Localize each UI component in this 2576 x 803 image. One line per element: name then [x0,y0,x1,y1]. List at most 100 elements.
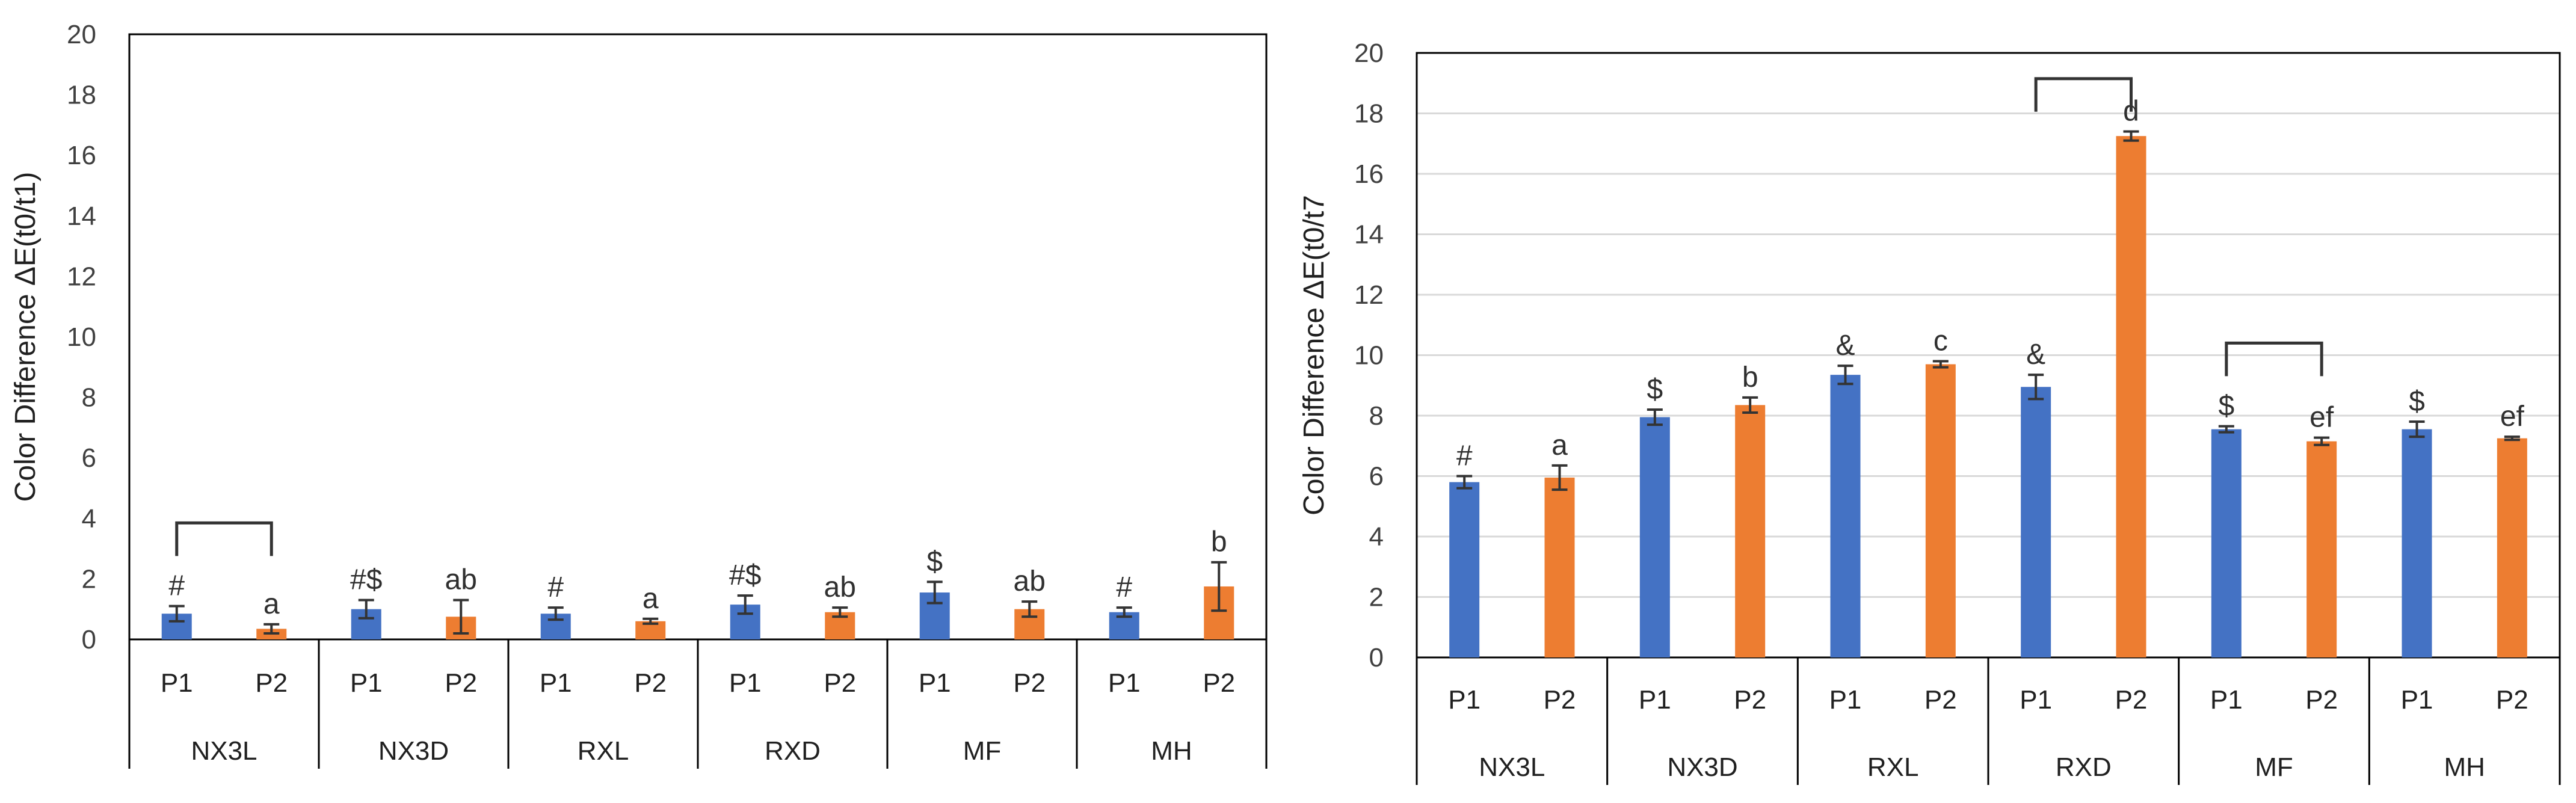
x-tick-label-p2: P2 [1544,685,1576,715]
x-tick-label-p1: P1 [1639,685,1671,715]
x-tick-label-p2: P2 [1924,685,1957,715]
significance-label: # [1456,440,1473,472]
y-tick-label: 16 [1354,159,1384,189]
significance-label: # [547,571,564,603]
comparison-bracket [175,521,273,556]
chart-left: 0 2 4 6 8 10 12 14 16 18 20 Color Difference ΔE(t0/… [10,20,1268,769]
significance-label: a [642,583,659,615]
group-label: RXD [2056,752,2112,782]
bar-p1 [2021,387,2051,657]
y-tick-label: 4 [1369,522,1384,552]
x-tick-label-p1: P1 [2210,685,2243,715]
x-tick-label-p1: P1 [729,668,762,698]
y-tick-label: 14 [1354,220,1384,250]
bar-p1 [2402,429,2432,657]
bar-p2 [2306,441,2337,657]
significance-label: a [1551,429,1568,461]
y-tick-label: 10 [1354,341,1384,371]
bar-p2 [2497,438,2527,657]
y-tick-label: 20 [67,20,96,49]
significance-label: b [1211,526,1227,558]
significance-label: $ [1647,374,1663,405]
x-tick-label-p2: P2 [634,668,667,698]
y-tick-label: 6 [1369,462,1384,491]
x-tick-label-p2: P2 [1013,668,1046,698]
group-label: MF [963,736,1002,766]
bar-p1 [1639,417,1670,657]
group-label: RXL [1867,752,1919,782]
significance-label: ab [1014,565,1046,597]
x-tick-label-p2: P2 [2115,685,2148,715]
x-tick-label-p1: P1 [1829,685,1862,715]
x-tick-label-p1: P1 [1448,685,1481,715]
bar-p2 [1544,478,1575,657]
y-tick-label: 12 [1354,280,1384,310]
group-label: RXL [578,736,629,766]
y-tick-label: 18 [67,81,96,110]
significance-label: #$ [350,564,382,596]
x-tick-label-p1: P1 [540,668,572,698]
group-label: MF [2255,752,2293,782]
x-tick-label-p1: P1 [2401,685,2433,715]
x-tick-label-p1: P1 [2020,685,2052,715]
significance-label: $ [2218,390,2234,422]
x-tick-label-p2: P2 [255,668,288,698]
group-label: NX3L [1479,752,1545,782]
x-tick-label-p2: P2 [1734,685,1766,715]
group-label: MH [1151,736,1192,766]
bar-p1 [1449,482,1480,657]
y-tick-label: 16 [67,141,96,170]
significance-label: ab [824,571,856,603]
y-axis-label: Color Difference ΔE(t0/t7 [1298,195,1330,515]
significance-label: & [2026,339,2045,371]
y-tick-label: 12 [67,262,96,291]
y-tick-label: 2 [82,564,96,594]
bar-p2 [2116,136,2146,657]
y-tick-label: 0 [1369,643,1384,672]
plot-area [128,33,1268,641]
bar-p2 [1925,364,1956,657]
y-tick-label: 10 [67,322,96,352]
y-axis-label: Color Difference ΔE(t0/t1) [10,172,42,502]
x-tick-label-p2: P2 [445,668,477,698]
significance-label: $ [926,546,943,577]
x-tick-label-p2: P2 [824,668,856,698]
x-tick-label-p1: P1 [161,668,193,698]
y-tick-label: 14 [67,202,96,231]
significance-label: b [1742,362,1758,393]
significance-label: ef [2309,402,2334,434]
comparison-bracket [2034,77,2133,112]
significance-label: # [1116,571,1132,603]
y-tick-label: 4 [82,504,96,534]
x-tick-label-p2: P2 [2496,685,2528,715]
x-tick-label-p2: P2 [2305,685,2338,715]
significance-label: & [1835,330,1855,362]
y-tick-label: 0 [82,625,96,654]
x-tick-label-p1: P1 [919,668,951,698]
chart-right: 0 2 4 6 8 10 12 14 16 18 20 Color Difference ΔE(t0/… [1298,38,2561,785]
group-label: NX3D [1667,752,1737,782]
group-label: NX3L [191,736,257,766]
y-tick-label: 8 [1369,401,1384,431]
significance-label: a [263,588,280,620]
bar-p1 [2211,429,2242,657]
group-label: RXD [765,736,821,766]
bar-p1 [1830,375,1861,657]
significance-label: $ [2409,386,2425,417]
significance-label: c [1934,325,1948,357]
y-tick-label: 6 [82,443,96,473]
comparison-bracket [2225,341,2323,377]
y-tick-label: 20 [1354,38,1384,68]
significance-label: ab [445,564,477,596]
y-tick-label: 8 [82,383,96,413]
group-label: NX3D [378,736,449,766]
significance-label: ef [2500,401,2525,432]
bar-p2 [1735,405,1766,657]
group-label: MH [2444,752,2485,782]
y-tick-label: 18 [1354,99,1384,129]
x-tick-label-p1: P1 [350,668,383,698]
significance-label: #$ [729,559,761,591]
y-tick-label: 2 [1369,583,1384,612]
x-tick-label-p2: P2 [1203,668,1235,698]
